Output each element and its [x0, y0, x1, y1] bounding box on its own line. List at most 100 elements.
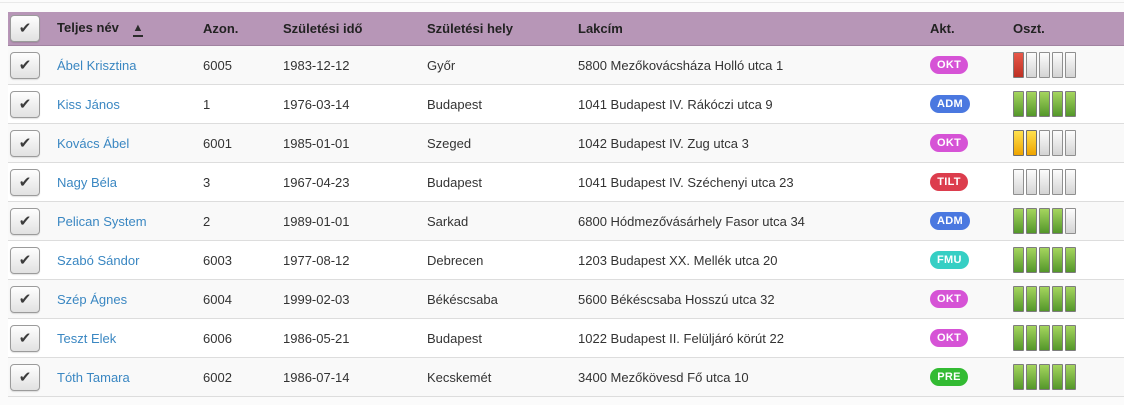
user-name-link[interactable]: Kovács Ábel	[57, 135, 130, 151]
user-id: 2	[203, 213, 211, 229]
cell-select: ✔	[8, 45, 57, 85]
header-cell-birth-date[interactable]: Születési idő	[283, 12, 427, 46]
header-cell-class[interactable]: Oszt.	[1013, 12, 1124, 46]
user-name-link[interactable]: Szép Ágnes	[57, 291, 128, 307]
cell-address: 1042 Budapest IV. Zug utca 3	[578, 123, 930, 163]
header-cell-birth-place[interactable]: Születési hely	[427, 12, 578, 46]
class-bar-green	[1039, 91, 1050, 117]
status-badge: FMU	[930, 251, 969, 269]
cell-birth-place: Győr	[427, 45, 578, 85]
header-cell-name[interactable]: Teljes név ▲	[57, 12, 203, 46]
class-bars	[1013, 91, 1076, 117]
table-row: ✔ Teszt Elek 6006 1986-05-21 Budapest 10…	[8, 318, 1124, 358]
user-name-link[interactable]: Tóth Tamara	[57, 369, 130, 385]
row-checkbox[interactable]: ✔	[10, 324, 40, 352]
address: 1042 Budapest IV. Zug utca 3	[578, 135, 749, 151]
class-bar-green	[1065, 364, 1076, 390]
check-icon: ✔	[18, 329, 32, 347]
class-bar-green	[1013, 286, 1024, 312]
check-icon: ✔	[18, 95, 32, 113]
cell-active: FMU	[930, 240, 1013, 280]
cell-active: OKT	[930, 318, 1013, 358]
select-all-checkbox[interactable]: ✔	[10, 15, 40, 42]
cell-class	[1013, 201, 1124, 241]
class-bar-green	[1065, 286, 1076, 312]
birth-place: Sarkad	[427, 213, 469, 229]
column-label: Születési idő	[283, 21, 363, 36]
row-checkbox[interactable]: ✔	[10, 246, 40, 274]
address: 1041 Budapest IV. Rákóczi utca 9	[578, 96, 773, 112]
table-row: ✔ Ábel Krisztina 6005 1983-12-12 Győr 58…	[8, 45, 1124, 85]
user-name-link[interactable]: Ábel Krisztina	[57, 57, 137, 73]
class-bar-empty	[1065, 130, 1076, 156]
class-bar-green	[1013, 325, 1024, 351]
user-id: 6001	[203, 135, 232, 151]
user-id: 6002	[203, 369, 232, 385]
cell-select: ✔	[8, 123, 57, 163]
class-bars	[1013, 286, 1076, 312]
cell-name: Pelican System	[57, 201, 203, 241]
cell-class	[1013, 123, 1124, 163]
table-row: ✔ Pelican System 2 1989-01-01 Sarkad 680…	[8, 201, 1124, 241]
birth-place: Debrecen	[427, 252, 484, 268]
user-name-link[interactable]: Szabó Sándor	[57, 252, 140, 268]
cell-active: OKT	[930, 123, 1013, 163]
class-bar-empty	[1039, 130, 1050, 156]
user-name-link[interactable]: Pelican System	[57, 213, 147, 229]
cell-select: ✔	[8, 318, 57, 358]
row-checkbox[interactable]: ✔	[10, 285, 40, 313]
cell-class	[1013, 162, 1124, 202]
class-bar-green	[1039, 208, 1050, 234]
class-bar-green	[1052, 325, 1063, 351]
cell-id: 6003	[203, 240, 283, 280]
cell-birth-date: 1989-01-01	[283, 201, 427, 241]
address: 5800 Mezőkovácsháza Holló utca 1	[578, 57, 784, 73]
column-label: Születési hely	[427, 21, 513, 36]
row-checkbox[interactable]: ✔	[10, 51, 40, 79]
row-checkbox[interactable]: ✔	[10, 168, 40, 196]
class-bar-empty	[1065, 169, 1076, 195]
cell-class	[1013, 357, 1124, 397]
user-id: 1	[203, 96, 211, 112]
cell-class	[1013, 318, 1124, 358]
class-bar-empty	[1039, 169, 1050, 195]
class-bar-green	[1013, 91, 1024, 117]
row-checkbox[interactable]: ✔	[10, 207, 40, 235]
cell-birth-place: Sarkad	[427, 201, 578, 241]
cell-birth-date: 1983-12-12	[283, 45, 427, 85]
user-name-link[interactable]: Nagy Béla	[57, 174, 117, 190]
cell-id: 3	[203, 162, 283, 202]
birth-date: 1983-12-12	[283, 57, 350, 73]
row-checkbox[interactable]: ✔	[10, 129, 40, 157]
user-name-link[interactable]: Teszt Elek	[57, 330, 117, 346]
header-cell-address[interactable]: Lakcím	[578, 12, 930, 46]
check-icon: ✔	[18, 368, 32, 386]
user-id: 6006	[203, 330, 232, 346]
class-bar-green	[1052, 91, 1063, 117]
table-row: ✔ Tóth Tamara 6002 1986-07-14 Kecskemét …	[8, 357, 1124, 397]
cell-active: OKT	[930, 279, 1013, 319]
row-checkbox[interactable]: ✔	[10, 90, 40, 118]
cell-id: 6006	[203, 318, 283, 358]
class-bar-green	[1026, 208, 1037, 234]
sort-asc-icon[interactable]: ▲	[132, 23, 144, 37]
user-id: 6004	[203, 291, 232, 307]
header-cell-active[interactable]: Akt.	[930, 12, 1013, 46]
row-checkbox[interactable]: ✔	[10, 363, 40, 391]
cell-select: ✔	[8, 357, 57, 397]
class-bar-empty	[1013, 169, 1024, 195]
header-cell-id[interactable]: Azon.	[203, 12, 283, 46]
cell-select: ✔	[8, 201, 57, 241]
cell-birth-place: Budapest	[427, 84, 578, 124]
class-bars	[1013, 208, 1076, 234]
cell-birth-place: Budapest	[427, 318, 578, 358]
cell-select: ✔	[8, 162, 57, 202]
cell-birth-date: 1986-07-14	[283, 357, 427, 397]
cell-active: ADM	[930, 201, 1013, 241]
user-table: ✔ Teljes név ▲ Azon. Születési idő Szüle…	[8, 12, 1124, 397]
cell-id: 2	[203, 201, 283, 241]
cell-id: 6001	[203, 123, 283, 163]
status-badge: OKT	[930, 134, 969, 152]
birth-date: 1986-05-21	[283, 330, 350, 346]
user-name-link[interactable]: Kiss János	[57, 96, 120, 112]
